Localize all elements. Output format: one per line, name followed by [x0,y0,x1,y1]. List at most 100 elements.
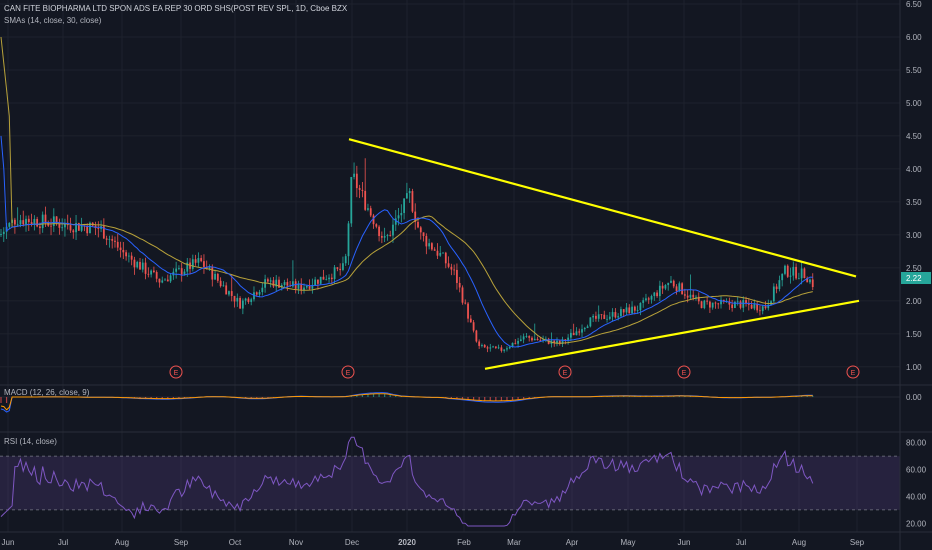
macd-histogram-bar [484,397,486,401]
time-tick-label[interactable]: 2020 [398,538,416,547]
macd-histogram-bar [812,395,814,397]
candle-body [586,326,589,328]
candle-body [378,226,380,237]
upper-trendline[interactable] [348,138,857,278]
time-tick-label[interactable]: Aug [115,538,129,547]
candle-body [372,215,375,225]
candle-body [72,230,75,233]
time-tick-label[interactable]: Oct [229,538,242,547]
sma-indicator-label[interactable]: SMAs (14, close, 30, close) [4,16,102,25]
time-tick-label[interactable]: Feb [457,538,471,547]
candle-body [317,279,319,284]
macd-pane: 0.00 [0,392,922,413]
candle-body [194,259,197,263]
sma-lines [0,36,813,348]
macd-histogram-bar [395,395,397,397]
candle-body [461,287,464,303]
earnings-marker[interactable] [558,365,572,379]
time-tick-label[interactable]: Sep [850,538,865,547]
lower-trendline[interactable] [484,299,860,370]
earnings-marker[interactable] [846,365,860,379]
candle-body [508,346,511,349]
candle-body [775,286,778,290]
candle-body [222,285,225,287]
candle-body [297,283,300,289]
candle-body [519,339,522,341]
candle-body [36,218,39,227]
earnings-marker-label[interactable]: E [682,370,687,377]
time-tick-label[interactable]: Jul [736,538,746,547]
time-tick-label[interactable]: Dec [345,538,359,547]
macd-histogram-bar [167,397,169,399]
candle-body [50,225,52,227]
macd-histogram-bar [356,395,358,397]
candle-body [292,281,294,287]
candle-body [336,267,339,269]
candle-body [464,302,467,304]
symbol-title[interactable]: CAN FITE BIOPHARMA LTD SPON ADS EA REP 3… [4,4,348,13]
candle-body [400,212,403,216]
macd-histogram-bar [378,393,380,397]
time-tick-label[interactable]: Jun [2,538,15,547]
rsi-tick-label: 80.00 [906,439,927,448]
time-tick-label[interactable]: Sep [174,538,189,547]
candle-body [689,294,692,298]
time-tick-label[interactable]: Aug [792,538,806,547]
candle-body [567,337,570,341]
candle-body [319,276,322,284]
candle-body [486,347,489,349]
candle-body [353,173,355,177]
macd-histogram-bar [528,397,530,399]
candle-body [39,226,41,229]
rsi-tick-label: 40.00 [906,492,927,501]
earnings-marker-label[interactable]: E [346,370,351,377]
macd-histogram-bar [500,397,502,401]
trendlines[interactable] [348,138,860,370]
candle-body [531,337,533,341]
candle-body [139,261,141,270]
macd-histogram-bar [156,397,158,399]
candle-body [258,292,261,295]
candle-body [667,282,670,286]
candle-body [770,301,772,305]
time-tick-label[interactable]: Mar [507,538,521,547]
time-tick-label[interactable]: Apr [566,538,579,547]
candle-body [675,286,678,292]
time-tick-label[interactable]: Nov [289,538,303,547]
candle-body [697,296,700,302]
time-tick-label[interactable]: Jun [678,538,691,547]
candle-body [761,306,764,312]
earnings-marker-label[interactable]: E [851,370,856,377]
macd-label[interactable]: MACD (12, 26, close, 9) [4,388,90,397]
macd-histogram-bar [801,395,803,397]
candle-body [489,347,492,349]
candle-body [158,278,161,283]
candle-body [658,285,661,297]
earnings-marker[interactable] [169,365,183,379]
candle-body [606,318,608,320]
candle-body [61,227,64,229]
macd-histogram-bar [384,393,386,397]
time-tick-label[interactable]: Jul [58,538,68,547]
rsi-label[interactable]: RSI (14, close) [4,437,57,446]
candle-body [380,236,383,238]
price-tick-label: 5.00 [906,99,922,108]
macd-histogram-bar [372,393,375,397]
macd-histogram-bar [361,394,363,397]
candle-body [731,304,734,308]
earnings-marker-label[interactable]: E [563,370,568,377]
earnings-marker-label[interactable]: E [174,370,179,377]
candle-body [52,216,55,226]
candle-body [141,262,144,270]
earnings-marker[interactable] [677,365,691,379]
candle-body [797,278,800,280]
earnings-marker[interactable] [341,365,355,379]
candle-body [364,190,367,210]
candle-body [239,297,241,309]
time-tick-label[interactable]: May [620,538,635,547]
candle-body [764,306,767,309]
